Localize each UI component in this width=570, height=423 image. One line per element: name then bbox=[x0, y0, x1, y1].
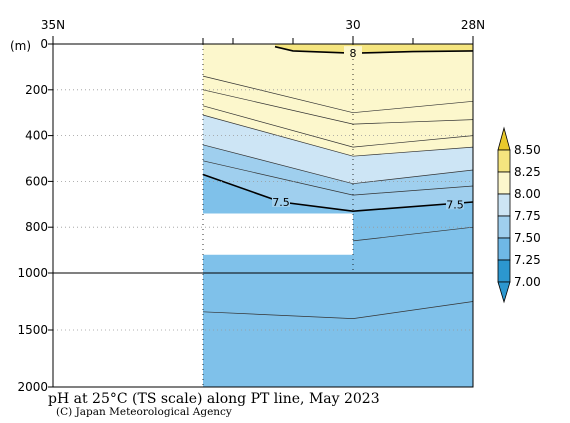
colorbar-swatch bbox=[497, 215, 511, 239]
colorbar-swatch bbox=[497, 193, 511, 217]
contour-line-7.85 bbox=[202, 105, 474, 148]
x-axis: 35N 30 28N bbox=[41, 18, 485, 44]
x-tick-label: 30 bbox=[345, 18, 360, 32]
contour-line-7.45 bbox=[352, 226, 474, 242]
no-data-gap bbox=[203, 213, 353, 255]
y-axis: 0 200 400 600 800 1000 1500 2000 bbox=[17, 37, 53, 394]
fill-region bbox=[203, 144, 473, 212]
colorbar-level-label: 7.25 bbox=[514, 253, 541, 267]
contour-line-7.4 bbox=[202, 301, 474, 319]
contour-label: 8 bbox=[350, 47, 357, 60]
contour-label-bg bbox=[344, 46, 362, 59]
plot-frame bbox=[52, 43, 474, 388]
y-tick-label: 1000 bbox=[17, 266, 48, 280]
y-tick-label: 0 bbox=[40, 37, 48, 51]
colorbar-level-label: 8.00 bbox=[514, 187, 541, 201]
gap-region bbox=[203, 213, 353, 255]
contour-label: 7.5 bbox=[446, 198, 464, 211]
y-tick-label: 800 bbox=[25, 220, 48, 234]
colorbar-level-label: 7.75 bbox=[514, 209, 541, 223]
contour-line-7.5 bbox=[202, 173, 474, 213]
contour-label-bg bbox=[272, 195, 290, 208]
colorbar-swatch bbox=[497, 259, 511, 283]
y-tick-label: 400 bbox=[25, 129, 48, 143]
credit-text: (C) Japan Meteorological Agency bbox=[56, 406, 232, 418]
contour-line-7.7 bbox=[202, 144, 474, 185]
y-tick-label: 600 bbox=[25, 174, 48, 188]
contour-layer bbox=[202, 45, 474, 319]
colorbar-top-arrow bbox=[497, 126, 511, 151]
grid-layer bbox=[53, 89, 473, 331]
y-tick-label: 2000 bbox=[17, 380, 48, 394]
contour-line-7.6 bbox=[202, 160, 474, 196]
y-tick-label: 200 bbox=[25, 83, 48, 97]
colorbar-level-label: 8.25 bbox=[514, 165, 541, 179]
colorbar-swatch bbox=[497, 237, 511, 261]
fill-region bbox=[203, 44, 473, 157]
colorbar-swatch bbox=[497, 171, 511, 195]
fill-region bbox=[203, 115, 473, 184]
chart-title: pH at 25°C (TS scale) along PT line, May… bbox=[48, 391, 380, 407]
contour-line-7.95 bbox=[202, 75, 474, 114]
contour-label-bg bbox=[446, 197, 464, 210]
depth-unit-label: (m) bbox=[10, 39, 31, 53]
contour-labels: 8 7.5 7.5 bbox=[272, 46, 464, 211]
colorbar-bottom-arrow bbox=[497, 281, 511, 304]
colorbar-level-label: 7.50 bbox=[514, 231, 541, 245]
colorbar-level-label: 7.00 bbox=[514, 275, 541, 289]
contour-line-7.8 bbox=[202, 114, 474, 157]
contour-label: 7.5 bbox=[272, 196, 290, 209]
colorbar-level-label: 8.50 bbox=[514, 143, 541, 157]
colorbar: 8.50 8.25 8.00 7.75 7.50 7.25 7.00 bbox=[497, 126, 541, 304]
x-tick-label: 28N bbox=[461, 18, 485, 32]
frame-rect bbox=[52, 43, 474, 388]
colorbar-swatch bbox=[497, 149, 511, 173]
x-tick-label: 35N bbox=[41, 18, 65, 32]
y-tick-label: 1500 bbox=[17, 323, 48, 337]
